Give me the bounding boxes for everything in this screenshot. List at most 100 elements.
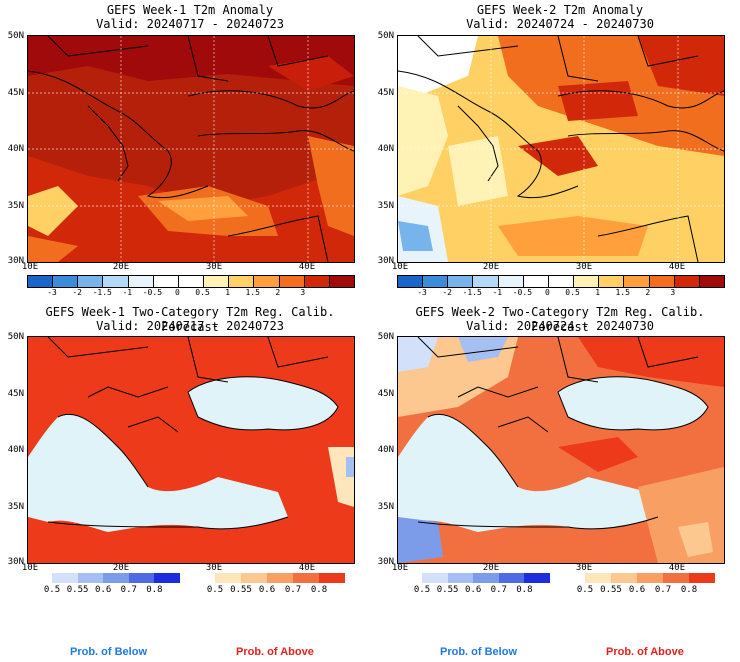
colorbar-swatch: [204, 276, 230, 287]
colorbar-swatch: [241, 573, 267, 583]
lat-label: 40N: [7, 445, 24, 455]
colorbar-swatch: [523, 276, 549, 287]
colorbar-tick-label: 1: [225, 288, 231, 297]
colorbar-tick-label: 3: [300, 288, 306, 297]
colorbar-tick-label: -3: [47, 288, 57, 297]
colorbar-swatch: [585, 573, 611, 583]
colorbar-tick-label: 0.8: [146, 585, 163, 595]
lat-label: 45N: [377, 389, 394, 399]
lon-label: 30E: [205, 563, 223, 573]
colorbar-swatch: [611, 573, 637, 583]
prob-above-ticks: 0.5 0.55 0.6 0.7 0.8: [207, 585, 345, 597]
anomaly-map: [27, 35, 355, 263]
panel-title: GEFS Week-1 T2m Anomaly: [106, 3, 274, 17]
lon-label: 20E: [482, 563, 500, 573]
prob-above-colorbar: [215, 573, 345, 583]
lat-label: 35N: [377, 201, 394, 211]
anomaly-colorbar: [397, 275, 725, 288]
colorbar-tick-label: -0.5: [512, 288, 533, 297]
colorbar-swatch: [178, 276, 205, 287]
lat-label: 50N: [7, 31, 24, 41]
colorbar-tick-label: 2: [275, 288, 281, 297]
prob-below-ticks: 0.5 0.55 0.6 0.7 0.8: [414, 585, 550, 597]
prob-below-label: Prob. of Below: [440, 646, 517, 658]
colorbar-tick-label: 0.5: [576, 585, 594, 595]
colorbar-swatch: [422, 573, 448, 583]
panel-valid-dates: Valid: 20240717 - 20240723: [96, 319, 284, 333]
colorbar-tick-label: -1.5: [92, 288, 112, 297]
colorbar-swatch: [473, 276, 499, 287]
lon-label: 40E: [668, 262, 686, 272]
colorbar-tick-label: -2: [442, 288, 452, 297]
colorbar-swatch: [624, 276, 650, 287]
colorbar-swatch: [103, 573, 129, 583]
prob-above-label: Prob. of Above: [606, 646, 684, 658]
colorbar-tick-label: 0.6: [258, 585, 276, 595]
colorbar-swatch: [128, 573, 155, 583]
prob-below-colorbar: [422, 573, 550, 583]
panel-valid-dates: Valid: 20240717 - 20240723: [96, 17, 284, 31]
colorbar-tick-label: 0.6: [465, 585, 482, 595]
colorbar-tick-label: 0.5: [413, 585, 431, 595]
colorbar-tick-label: 0.7: [654, 585, 672, 595]
colorbar-swatch: [78, 276, 104, 287]
colorbar-swatch: [53, 276, 79, 287]
colorbar-swatch: [498, 276, 524, 287]
colorbar-tick-label: 1: [595, 288, 601, 297]
prob-below-label: Prob. of Below: [70, 646, 147, 658]
colorbar-swatch: [215, 573, 241, 583]
lat-label: 50N: [7, 332, 24, 342]
panel-valid-dates: Valid: 20240724 - 20240730: [466, 17, 654, 31]
probability-map: [27, 336, 355, 564]
colorbar-tick-label: 1.5: [615, 288, 630, 297]
colorbar-swatch: [398, 276, 424, 287]
colorbar-tick-label: -3: [417, 288, 427, 297]
colorbar-swatch: [304, 276, 330, 287]
lat-label: 30N: [7, 557, 24, 567]
colorbar-swatch: [498, 573, 525, 583]
colorbar-swatch: [229, 276, 255, 287]
colorbar-swatch: [154, 573, 180, 583]
colorbar-swatch: [77, 573, 104, 583]
colorbar-swatch: [574, 276, 600, 287]
colorbar-swatch: [447, 573, 474, 583]
colorbar-swatch: [649, 276, 675, 287]
colorbar-tick-label: 0: [545, 288, 550, 297]
colorbar-swatch: [329, 276, 355, 287]
colorbar-swatch: [293, 573, 319, 583]
lon-label: 30E: [205, 262, 223, 272]
colorbar-tick-label: 0.8: [516, 585, 533, 595]
colorbar-swatch: [279, 276, 305, 287]
prob-above-ticks: 0.5 0.55 0.6 0.7 0.8: [577, 585, 715, 597]
lon-label: 10E: [21, 262, 39, 272]
colorbar-tick-label: 0.7: [490, 585, 507, 595]
anomaly-colorbar-ticks: -3 -2 -1.5 -1 -0.5 0 0.5 1 1.5 2 3: [27, 288, 353, 300]
lat-label: 45N: [7, 88, 24, 98]
lat-label: 40N: [377, 144, 394, 154]
panel-week2-anomaly: GEFS Week-2 T2m Anomaly Valid: 20240724 …: [370, 0, 740, 300]
lon-label: 10E: [21, 563, 39, 573]
colorbar-tick-label: 0.7: [284, 585, 302, 595]
panel-week1-anomaly: GEFS Week-1 T2m Anomaly Valid: 20240717 …: [0, 0, 370, 300]
colorbar-tick-label: 0.55: [66, 585, 89, 595]
probability-map: [397, 336, 725, 564]
colorbar-tick-label: -1: [492, 288, 503, 297]
colorbar-swatch: [52, 573, 78, 583]
colorbar-tick-label: 0.5: [43, 585, 61, 595]
colorbar-swatch: [599, 276, 625, 287]
lon-label: 30E: [575, 262, 593, 272]
prob-below-ticks: 0.5 0.55 0.6 0.7 0.8: [44, 585, 180, 597]
colorbar-swatch: [663, 573, 689, 583]
colorbar-tick-label: -0.5: [142, 288, 163, 297]
lat-label: 35N: [7, 502, 24, 512]
lat-label: 40N: [7, 144, 24, 154]
colorbar-swatch: [674, 276, 700, 287]
colorbar-swatch: [128, 276, 154, 287]
colorbar-swatch: [473, 573, 499, 583]
colorbar-swatch: [319, 573, 345, 583]
colorbar-tick-label: 0.8: [680, 585, 698, 595]
colorbar-swatch: [423, 276, 449, 287]
colorbar-swatch: [153, 276, 179, 287]
colorbar-tick-label: 0.55: [230, 585, 252, 595]
lon-label: 40E: [298, 262, 316, 272]
